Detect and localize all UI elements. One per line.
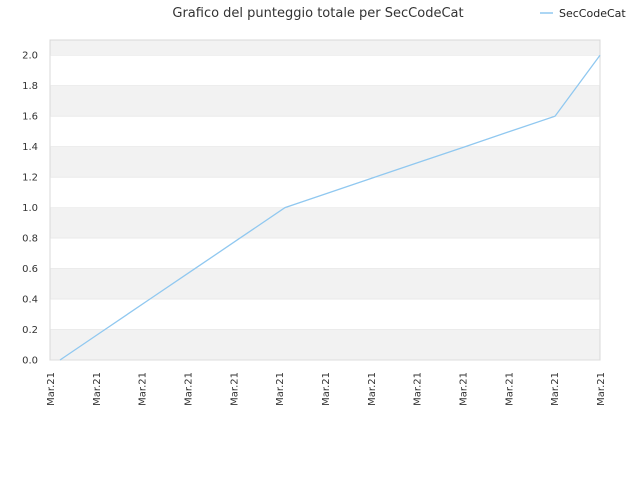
- x-tick-label: Mar.21: [46, 372, 57, 406]
- background-band: [50, 329, 600, 360]
- background-band: [50, 55, 600, 86]
- background-band: [50, 85, 600, 117]
- background-band: [50, 299, 600, 330]
- y-axis: 0.0 0.2 0.4 0.6 0.8 1.0 1.2 1.4 1.6 1.8 2.0: [22, 51, 600, 367]
- x-tick-label: Mar.21: [92, 372, 103, 406]
- y-tick-label: 0.2: [22, 325, 38, 336]
- x-tick-label: Mar.21: [321, 372, 332, 406]
- x-tick-label: Mar.21: [138, 372, 149, 406]
- x-tick-label: Mar.21: [504, 372, 515, 406]
- y-tick-label: 0.4: [22, 295, 38, 306]
- x-tick-label: Mar.21: [596, 372, 607, 406]
- plot-background-bands: [50, 40, 600, 360]
- x-tick-label: Mar.21: [229, 372, 240, 406]
- background-band: [50, 40, 600, 56]
- x-tick-label: Mar.21: [459, 372, 470, 406]
- x-axis: Mar.21 Mar.21 Mar.21 Mar.21 Mar.21 Mar.21 Mar.…: [46, 372, 607, 406]
- y-tick-label: 0.6: [22, 264, 38, 275]
- series-line-seccodecat: [59, 54, 601, 361]
- background-band: [50, 238, 600, 269]
- y-tick-label: 1.8: [22, 81, 38, 92]
- background-band: [50, 116, 600, 147]
- x-tick-label: Mar.21: [275, 372, 286, 406]
- background-band: [50, 207, 600, 239]
- y-tick-label: 0.8: [22, 234, 38, 245]
- y-tick-label: 1.6: [22, 112, 38, 123]
- chart-title: Grafico del punteggio totale per SecCode…: [172, 6, 463, 21]
- series-lines: [59, 54, 601, 361]
- x-tick-label: Mar.21: [367, 372, 378, 406]
- legend-label-seccodecat: SecCodeCat: [559, 7, 626, 20]
- x-tick-label: Mar.21: [184, 372, 195, 406]
- y-tick-label: 2.0: [22, 51, 38, 62]
- x-tick-label: Mar.21: [413, 372, 424, 406]
- background-band: [50, 268, 600, 300]
- legend: SecCodeCat: [540, 7, 626, 20]
- y-tick-label: 1.4: [22, 142, 38, 153]
- y-tick-label: 1.0: [22, 203, 38, 214]
- background-band: [50, 177, 600, 208]
- y-tick-label: 1.2: [22, 173, 38, 184]
- background-band: [50, 146, 600, 178]
- x-tick-label: Mar.21: [550, 372, 561, 406]
- y-tick-label: 0.0: [22, 356, 38, 367]
